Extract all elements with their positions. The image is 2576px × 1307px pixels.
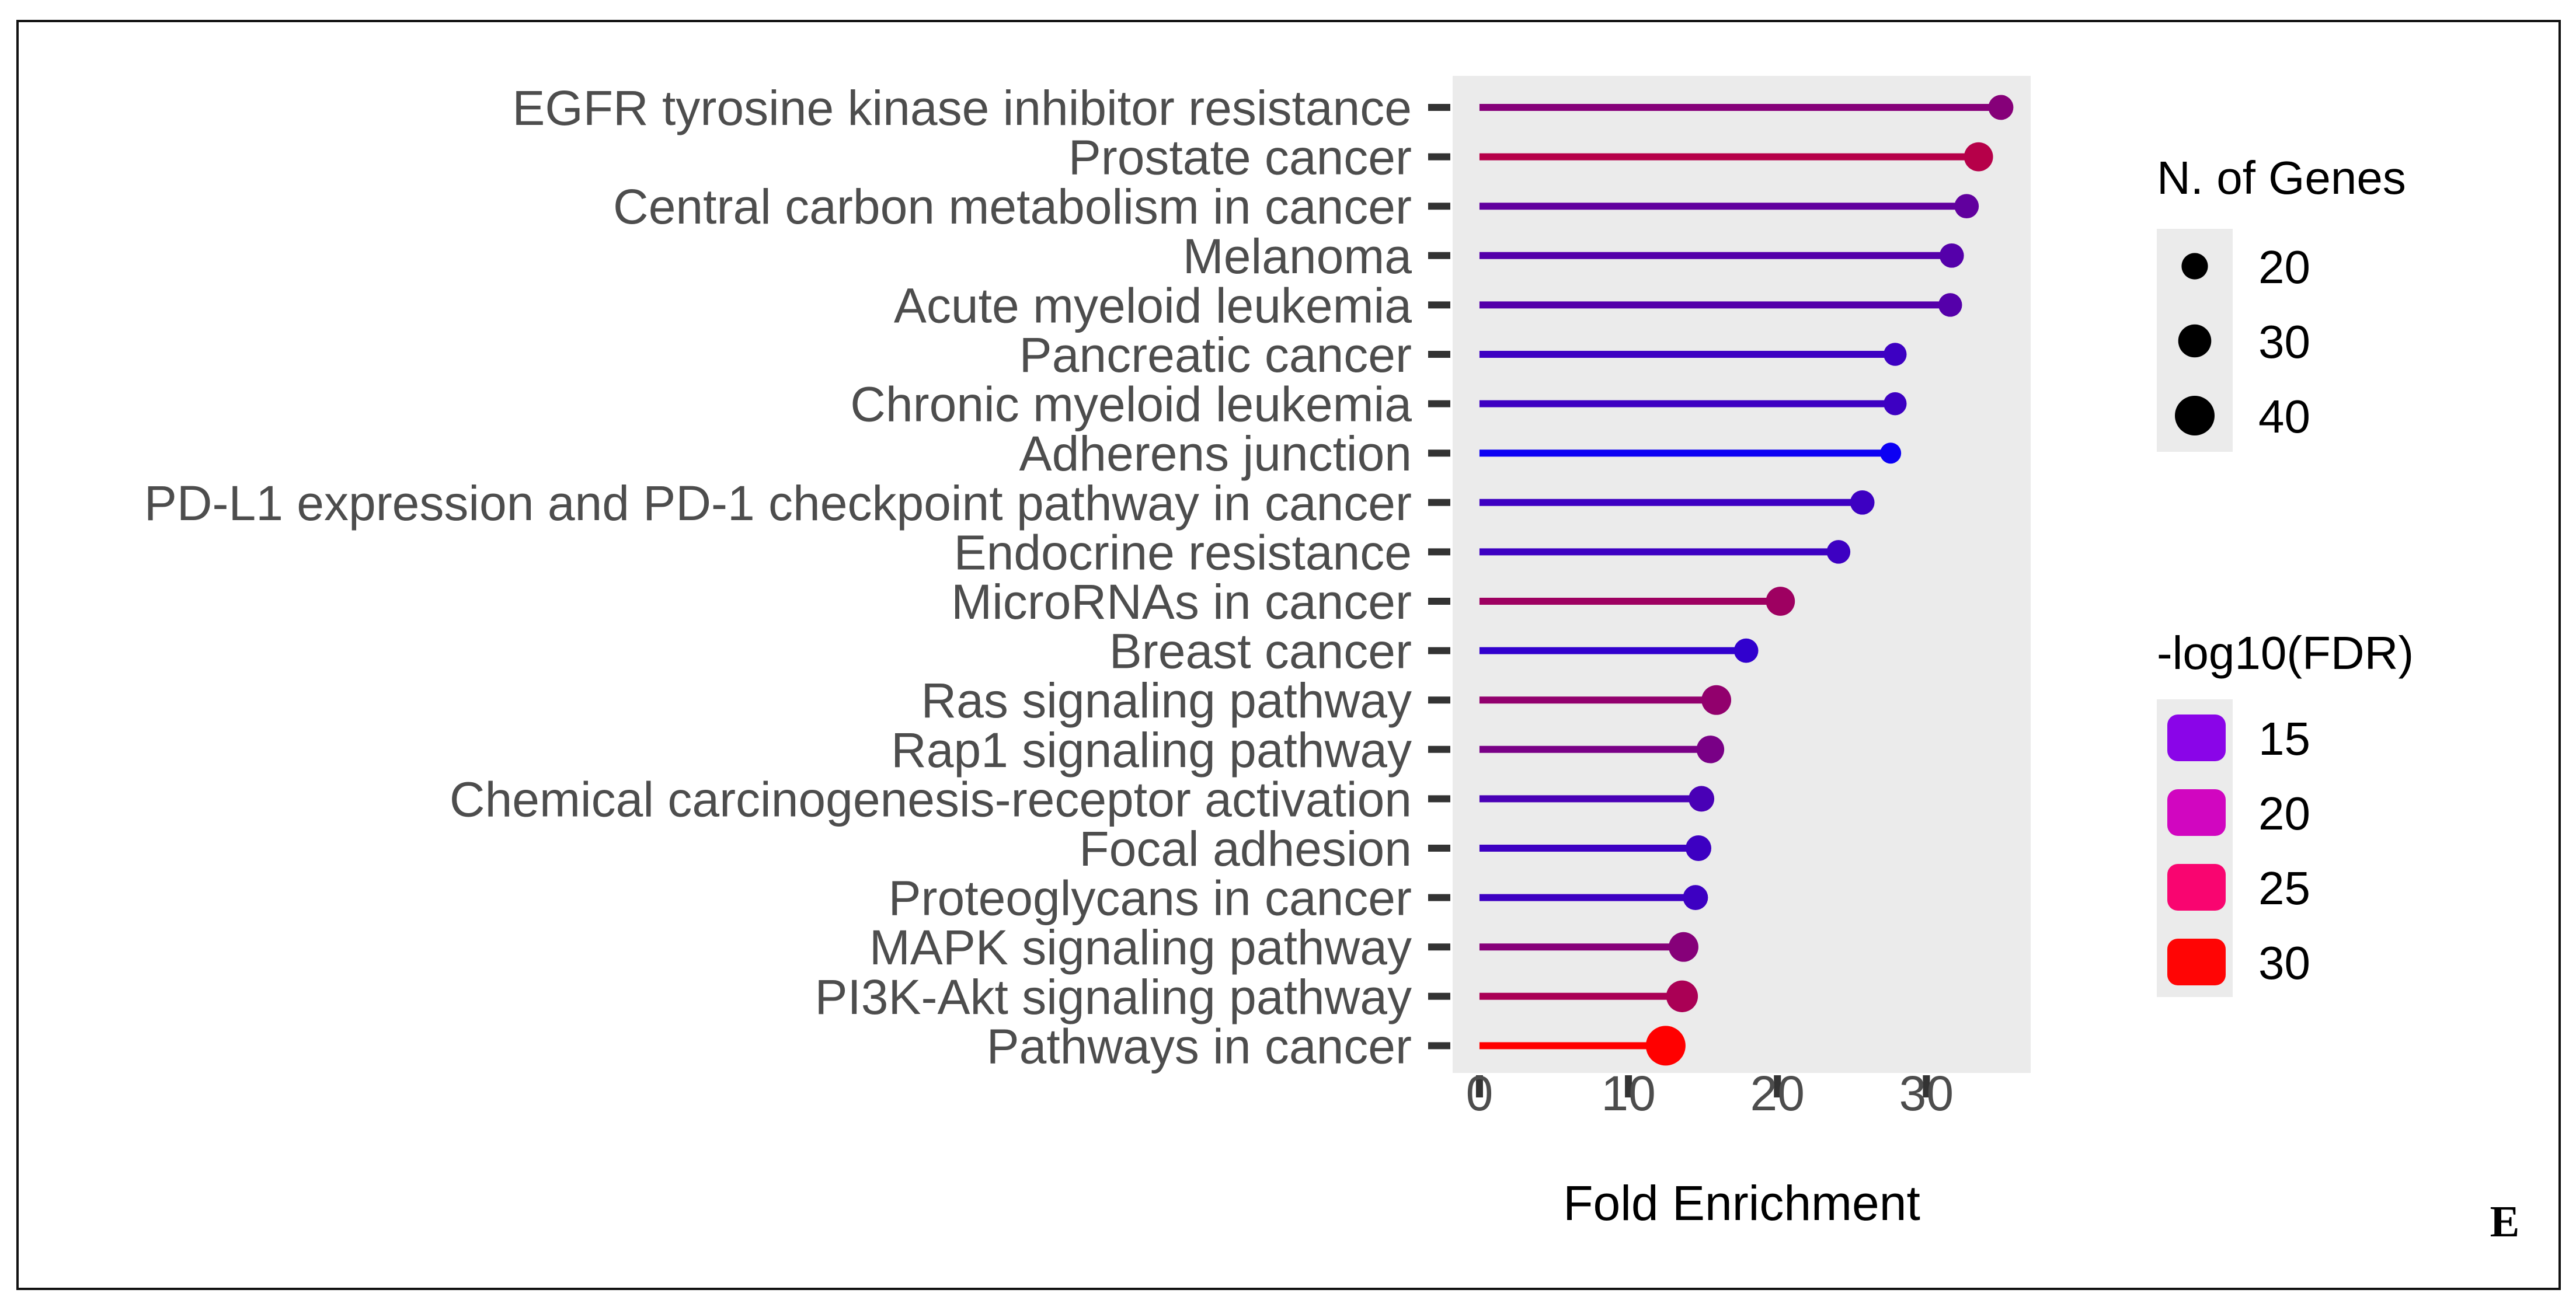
lollipop-dot bbox=[1683, 885, 1708, 911]
lollipop-dot bbox=[1686, 835, 1712, 861]
category-label: Breast cancer bbox=[1109, 624, 1412, 679]
lollipop-dot bbox=[1689, 786, 1715, 812]
lollipop-dot bbox=[1938, 293, 1962, 317]
category-label: Pancreatic cancer bbox=[1019, 327, 1412, 382]
color-legend-swatch bbox=[2167, 864, 2226, 911]
size-legend-label: 30 bbox=[2258, 316, 2310, 368]
category-label: Acute myeloid leukemia bbox=[894, 278, 1412, 333]
lollipop-dot bbox=[1826, 540, 1851, 564]
color-legend-swatch bbox=[2167, 939, 2226, 985]
lollipop-dot bbox=[1696, 736, 1725, 764]
x-tick-label: 20 bbox=[1750, 1066, 1805, 1121]
color-legend-label: 30 bbox=[2258, 937, 2310, 989]
size-legend-title: N. of Genes bbox=[2157, 152, 2406, 204]
color-legend-label: 25 bbox=[2258, 862, 2310, 914]
x-tick-label: 10 bbox=[1601, 1066, 1655, 1121]
size-legend-label: 40 bbox=[2258, 391, 2310, 442]
category-label: Chronic myeloid leukemia bbox=[850, 377, 1412, 432]
x-tick-label: 0 bbox=[1466, 1066, 1494, 1121]
lollipop-dot bbox=[1701, 685, 1732, 715]
category-label: Endocrine resistance bbox=[954, 525, 1412, 580]
color-legend-swatch bbox=[2167, 789, 2226, 836]
panel-letter: E bbox=[2490, 1197, 2520, 1246]
plot-panel bbox=[1453, 76, 2031, 1073]
category-label: Ras signaling pathway bbox=[921, 673, 1412, 728]
lollipop-dot bbox=[1669, 932, 1698, 962]
category-label: MAPK signaling pathway bbox=[869, 920, 1412, 975]
category-label: Focal adhesion bbox=[1079, 821, 1412, 876]
x-axis-title: Fold Enrichment bbox=[1563, 1176, 1920, 1231]
category-label: Pathways in cancer bbox=[987, 1019, 1412, 1074]
category-label: Rap1 signaling pathway bbox=[891, 723, 1412, 778]
category-label: Central carbon metabolism in cancer bbox=[613, 179, 1412, 234]
category-label: EGFR tyrosine kinase inhibitor resistanc… bbox=[512, 81, 1412, 135]
figure-frame bbox=[16, 20, 2561, 1290]
color-legend-label: 20 bbox=[2258, 787, 2310, 839]
lollipop-dot bbox=[1766, 587, 1795, 616]
lollipop-dot bbox=[1645, 1026, 1686, 1066]
category-label: Chemical carcinogenesis-receptor activat… bbox=[450, 772, 1412, 827]
x-tick-label: 30 bbox=[1899, 1066, 1954, 1121]
lollipop-dot bbox=[1884, 392, 1907, 416]
lollipop-dot bbox=[1733, 638, 1759, 663]
lollipop-dot bbox=[1666, 980, 1698, 1012]
lollipop-dot bbox=[1964, 142, 1993, 172]
lollipop-dot bbox=[1939, 243, 1964, 268]
lollipop-dot bbox=[1884, 343, 1907, 366]
size-legend-dot bbox=[2175, 396, 2215, 435]
lollipop-dot bbox=[1954, 194, 1979, 219]
color-legend-title: -log10(FDR) bbox=[2157, 627, 2414, 679]
category-label: Prostate cancer bbox=[1068, 130, 1412, 185]
category-label: PI3K-Akt signaling pathway bbox=[814, 970, 1412, 1024]
category-label: Proteoglycans in cancer bbox=[889, 871, 1412, 926]
category-label: Melanoma bbox=[1183, 229, 1412, 284]
color-legend-swatch bbox=[2167, 715, 2226, 761]
lollipop-dot bbox=[1880, 442, 1902, 464]
category-label: PD-L1 expression and PD-1 checkpoint pat… bbox=[144, 476, 1412, 531]
size-legend-dot bbox=[2181, 253, 2208, 280]
size-legend-dot bbox=[2178, 324, 2212, 358]
lollipop-dot bbox=[1850, 490, 1875, 515]
size-legend-label: 20 bbox=[2258, 241, 2310, 293]
lollipop-dot bbox=[1988, 95, 2014, 120]
color-legend-label: 15 bbox=[2258, 713, 2310, 765]
category-label: Adherens junction bbox=[1019, 426, 1412, 481]
category-label: MicroRNAs in cancer bbox=[951, 574, 1412, 629]
